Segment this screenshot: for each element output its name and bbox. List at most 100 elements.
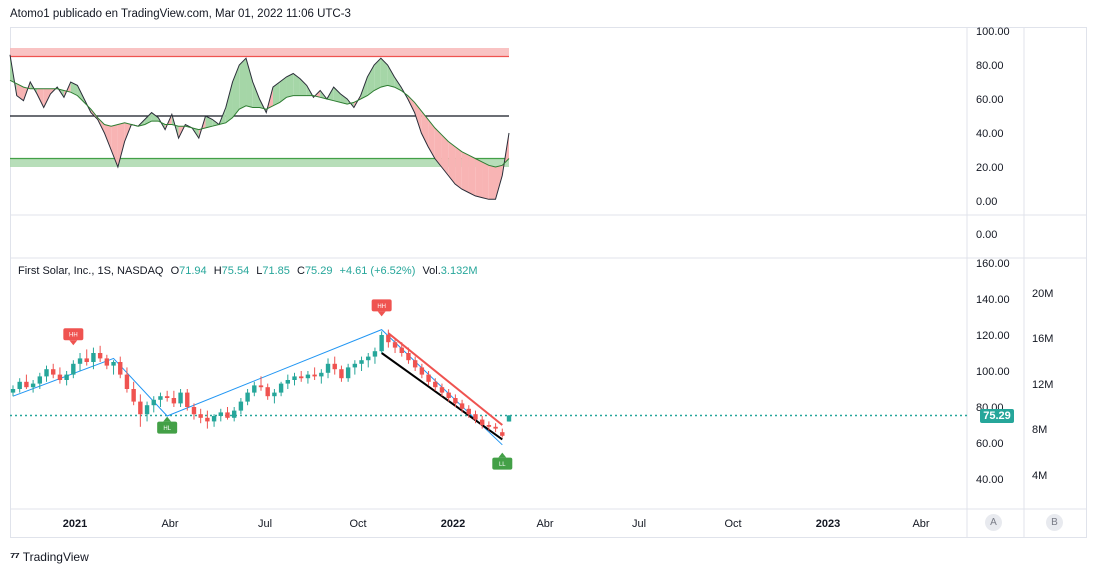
oscillator-fill bbox=[434, 127, 442, 167]
hl-marker-pointer bbox=[498, 452, 507, 458]
candle-body bbox=[144, 405, 150, 415]
candle-body bbox=[285, 380, 291, 384]
oscillator-fill bbox=[272, 82, 280, 106]
time-x-tick: Abr bbox=[536, 518, 553, 530]
candle-body bbox=[17, 381, 22, 389]
candle-body bbox=[97, 353, 103, 359]
candle-body bbox=[164, 396, 170, 398]
price-y-tick: 40.00 bbox=[976, 474, 1004, 486]
hh-marker-label: HH bbox=[377, 304, 386, 310]
volume-y-tick: 20M bbox=[1032, 288, 1053, 300]
time-x-tick: Abr bbox=[161, 518, 178, 530]
candle-body bbox=[124, 374, 130, 389]
candle-body bbox=[258, 385, 264, 388]
price-y-tick: 100.00 bbox=[976, 366, 1010, 378]
oscillator-y-tick: 100.00 bbox=[976, 26, 1010, 38]
candle-body bbox=[265, 387, 270, 397]
oscillator-slow-line bbox=[9, 79, 510, 168]
time-x-tick: 2021 bbox=[63, 518, 87, 530]
candle-body bbox=[238, 401, 244, 411]
oscillator-fill bbox=[340, 93, 348, 105]
candle-body bbox=[345, 367, 351, 379]
symbol-title: First Solar, Inc., 1S, NASDAQ bbox=[18, 265, 164, 277]
candle-body bbox=[91, 353, 96, 362]
oscillator-band bbox=[10, 48, 509, 57]
time-x-tick: Jul bbox=[258, 518, 272, 530]
oscillator-fill bbox=[279, 76, 287, 103]
symbol-legend: First Solar, Inc., 1S, NASDAQ O71.94 H75… bbox=[18, 265, 478, 277]
candle-body bbox=[473, 414, 478, 420]
oscillator-fill bbox=[246, 58, 253, 108]
close-value: 75.29 bbox=[304, 265, 333, 277]
candle-body bbox=[231, 410, 237, 418]
candle-body bbox=[71, 363, 76, 375]
candle-body bbox=[379, 335, 384, 352]
candle-body bbox=[77, 358, 83, 364]
oscillator-fill bbox=[239, 58, 247, 110]
candle-body bbox=[406, 353, 411, 361]
candle-body bbox=[312, 374, 317, 377]
time-x-tick: Jul bbox=[632, 518, 646, 530]
volume-y-tick: 4M bbox=[1032, 470, 1047, 482]
oscillator-fill bbox=[252, 82, 260, 108]
trend-line-upper bbox=[387, 332, 503, 426]
candle-body bbox=[479, 419, 485, 425]
oscillator-fill bbox=[387, 65, 395, 88]
candle-body bbox=[459, 403, 465, 409]
candle-body bbox=[171, 398, 177, 404]
candle-body bbox=[359, 360, 364, 364]
candle-body bbox=[225, 412, 230, 418]
candle-body bbox=[151, 399, 156, 406]
time-x-tick: Oct bbox=[724, 518, 741, 530]
candle-body bbox=[245, 392, 250, 402]
oscillator-y-tick: 60.00 bbox=[976, 94, 1004, 106]
volume-y-tick: 12M bbox=[1032, 379, 1053, 391]
hl-marker-label: LL bbox=[499, 462, 506, 468]
oscillator-fill bbox=[104, 124, 112, 150]
volume-y-tick: 8M bbox=[1032, 424, 1047, 436]
oscillator-fill bbox=[70, 82, 78, 96]
oscillator-fill bbox=[461, 151, 469, 193]
candle-body bbox=[84, 358, 89, 362]
price-y-tick: 160.00 bbox=[976, 258, 1010, 270]
candle-body bbox=[366, 356, 371, 361]
hl-marker-pointer bbox=[163, 416, 172, 422]
price-y-tick: 140.00 bbox=[976, 294, 1010, 306]
candle-body bbox=[64, 374, 69, 380]
high-label: H bbox=[213, 265, 222, 277]
candle-body bbox=[319, 372, 324, 377]
oscillator-fill bbox=[414, 102, 422, 133]
auto-scale-button[interactable]: A bbox=[985, 514, 1002, 531]
oscillator-fill bbox=[448, 141, 456, 184]
oscillator-band bbox=[10, 158, 509, 167]
oscillator-fill bbox=[421, 110, 429, 147]
footer-brand: ⁷⁷ TradingView bbox=[10, 549, 89, 564]
candle-body bbox=[10, 389, 16, 393]
candle-body bbox=[104, 358, 110, 366]
footer-brand-label: TradingView bbox=[22, 549, 89, 564]
oscillator-y-tick: 20.00 bbox=[976, 162, 1004, 174]
hl-marker-label: HL bbox=[163, 426, 171, 432]
vol-value: 3.132M bbox=[440, 265, 478, 277]
candle-body bbox=[191, 407, 197, 415]
oscillator-fill bbox=[151, 112, 159, 122]
candle-body bbox=[24, 381, 29, 388]
candle-body bbox=[453, 398, 458, 404]
candle-body bbox=[500, 432, 505, 436]
oscillator-fill bbox=[117, 122, 125, 167]
candle-body bbox=[51, 369, 56, 375]
oscillator-fast-line bbox=[9, 54, 510, 200]
price-y-tick: 60.00 bbox=[976, 438, 1004, 450]
scale-mode-button[interactable]: B bbox=[1046, 514, 1063, 531]
candle-body bbox=[339, 369, 344, 379]
tradingview-logo-icon: ⁷⁷ bbox=[10, 549, 20, 564]
change-value: +4.61 (+6.52%) bbox=[339, 265, 416, 277]
candle-body bbox=[433, 381, 438, 388]
candle-body bbox=[386, 335, 391, 343]
candle-body bbox=[332, 363, 337, 370]
oscillator-fill bbox=[286, 73, 294, 98]
candle-body bbox=[372, 351, 378, 357]
open-label: O bbox=[170, 265, 180, 277]
hh-marker bbox=[63, 328, 84, 341]
